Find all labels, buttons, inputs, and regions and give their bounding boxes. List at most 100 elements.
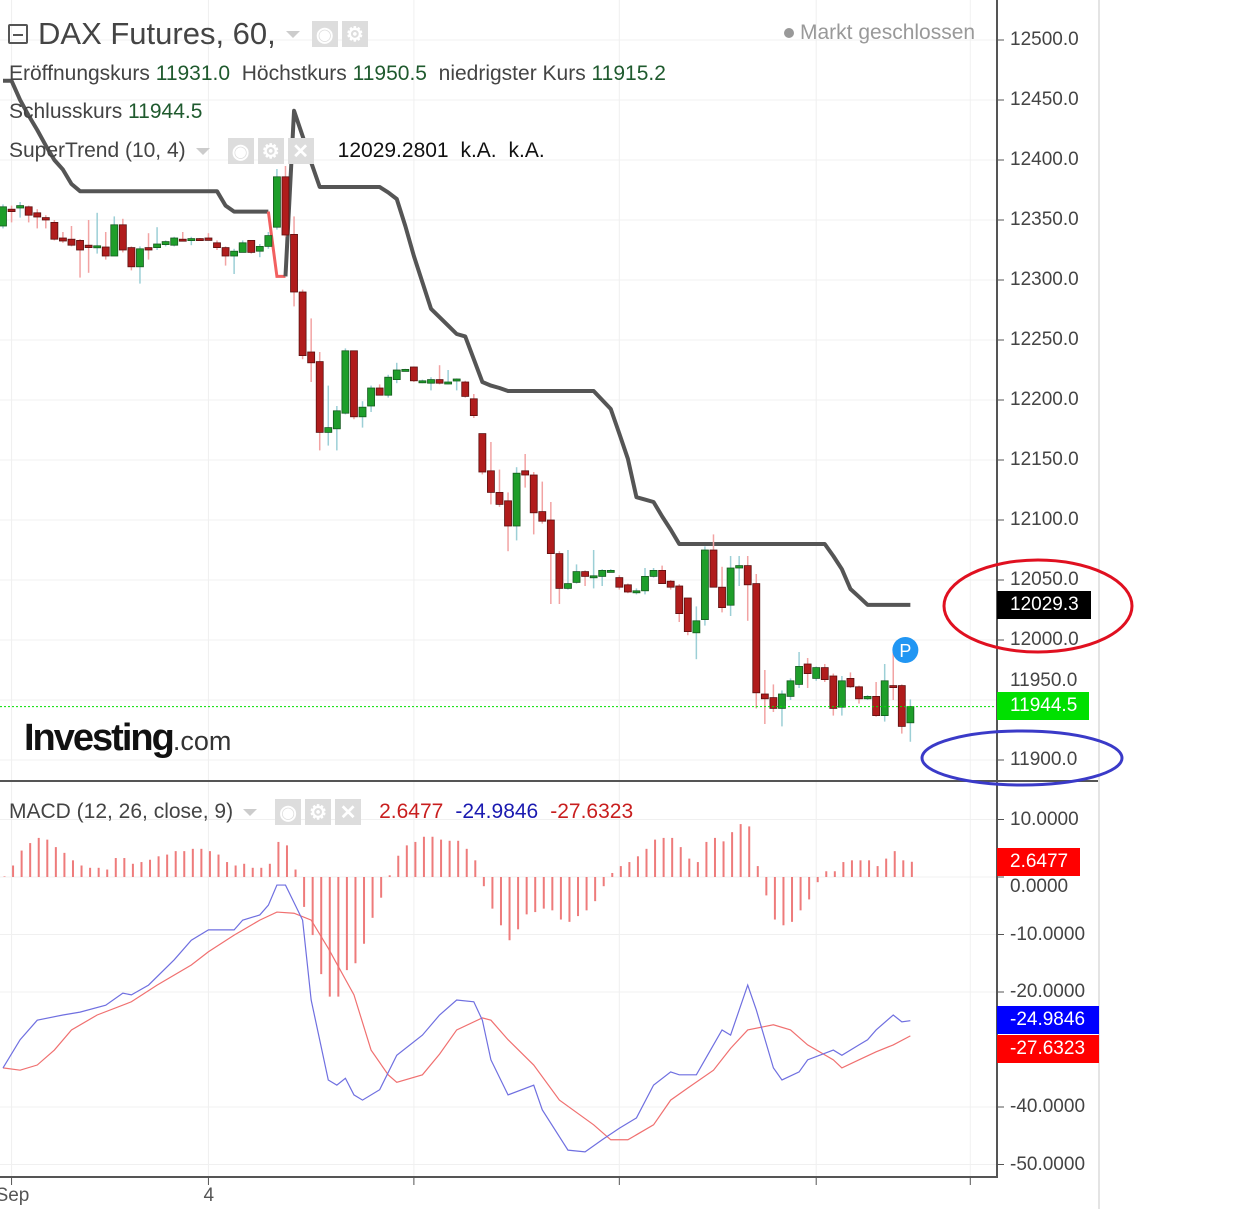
candle	[204, 233, 213, 241]
candle	[769, 684, 778, 712]
eye-icon[interactable]: ◉	[311, 21, 338, 47]
candle-body	[213, 242, 221, 249]
candle	[59, 232, 67, 243]
macd-tick-label: -10.0000	[1010, 923, 1086, 945]
gear-icon[interactable]: ⚙	[257, 138, 284, 164]
candle	[529, 472, 538, 535]
candle	[683, 597, 692, 636]
candle-body	[204, 237, 213, 241]
collapse-icon[interactable]	[8, 24, 28, 44]
candle-body	[504, 500, 512, 527]
candle-body	[692, 620, 701, 634]
candle-body	[221, 247, 230, 257]
candle-body	[778, 693, 786, 709]
candle	[136, 246, 144, 284]
candle	[435, 365, 444, 385]
candle	[187, 236, 196, 246]
marker-circle[interactable]	[892, 637, 919, 663]
candle-body	[118, 224, 127, 251]
candle	[195, 238, 204, 242]
candle-body	[820, 667, 829, 680]
close-icon[interactable]: ✕	[335, 799, 362, 825]
candle-body	[752, 583, 761, 694]
candle	[93, 212, 102, 254]
macd-label[interactable]: MACD (12, 26, close, 9)	[9, 800, 234, 823]
candle-body	[564, 583, 572, 589]
price-tick-label: 12500.0	[1010, 29, 1079, 50]
candle	[718, 566, 726, 613]
candle-body	[683, 597, 692, 632]
candle	[101, 232, 110, 260]
price-tick-label: 11900.0	[1010, 749, 1078, 770]
candle-body	[170, 237, 179, 246]
candle	[375, 384, 384, 396]
candle-body	[487, 470, 495, 493]
candle-body	[238, 242, 247, 253]
candle	[641, 568, 649, 595]
macd-value: -24.9846	[455, 800, 539, 823]
symbol-title[interactable]: DAX Futures, 60,	[38, 16, 276, 51]
supertrend-label[interactable]: SuperTrend (10, 4)	[9, 139, 186, 162]
candle-body	[161, 241, 170, 246]
close-value: 11944.5	[128, 100, 203, 123]
eye-icon[interactable]: ◉	[275, 799, 302, 825]
marker-p[interactable]: P	[892, 637, 919, 663]
candle	[298, 289, 307, 360]
ohlc-legend: Eröffnungskurs 11931.0 Höchstkurs 11950.…	[9, 62, 666, 86]
supertrend-up-segment	[266, 211, 286, 278]
candle-body	[649, 570, 658, 577]
candle	[632, 588, 641, 595]
candle-body	[795, 666, 803, 685]
gear-icon[interactable]: ⚙	[341, 21, 368, 47]
candle	[906, 699, 915, 742]
candle	[846, 672, 855, 688]
candle	[675, 584, 684, 622]
candle	[444, 370, 453, 385]
candle	[290, 216, 298, 307]
supertrend-price-tag: 12029.3	[997, 591, 1091, 619]
candle	[478, 433, 487, 475]
close-icon[interactable]: ✕	[287, 138, 314, 164]
candle-body	[846, 678, 855, 688]
candle	[264, 232, 273, 249]
candle	[803, 658, 812, 688]
candle-body	[555, 553, 564, 589]
supertrend-segment	[283, 108, 911, 607]
low-value: 11915.2	[591, 62, 666, 85]
candle	[384, 374, 393, 398]
candle	[760, 670, 769, 724]
status-dot-icon	[784, 28, 794, 39]
candle	[418, 379, 427, 384]
candle	[76, 239, 84, 278]
candle-body	[255, 245, 264, 252]
candle-body	[127, 247, 136, 268]
candle-body	[33, 212, 42, 218]
candle-body	[889, 685, 898, 688]
chevron-down-icon[interactable]	[243, 808, 258, 816]
chevron-down-icon[interactable]	[195, 147, 210, 155]
candle	[33, 209, 42, 229]
candle	[487, 442, 495, 505]
candle-body	[897, 685, 906, 727]
annotation-ellipse-red[interactable]	[942, 558, 1134, 654]
candle	[469, 394, 478, 418]
candle-body	[101, 246, 110, 257]
candle	[589, 550, 598, 589]
candle	[0, 204, 7, 229]
macd-signal-value: -27.6323	[550, 800, 634, 823]
candle	[50, 220, 59, 241]
candle	[324, 385, 333, 446]
last-price-tag: 11944.5	[997, 692, 1090, 720]
candle	[170, 236, 179, 247]
candle-body	[478, 433, 487, 473]
eye-icon[interactable]: ◉	[227, 138, 254, 164]
chevron-down-icon[interactable]	[285, 30, 300, 38]
candle-body	[906, 706, 915, 724]
annotation-ellipse-blue[interactable]	[920, 729, 1124, 787]
candle-body	[572, 571, 581, 583]
candle-body	[495, 491, 504, 505]
market-status-text: Markt geschlossen	[800, 21, 976, 44]
gear-icon[interactable]: ⚙	[305, 799, 332, 825]
candle-body	[324, 427, 333, 433]
